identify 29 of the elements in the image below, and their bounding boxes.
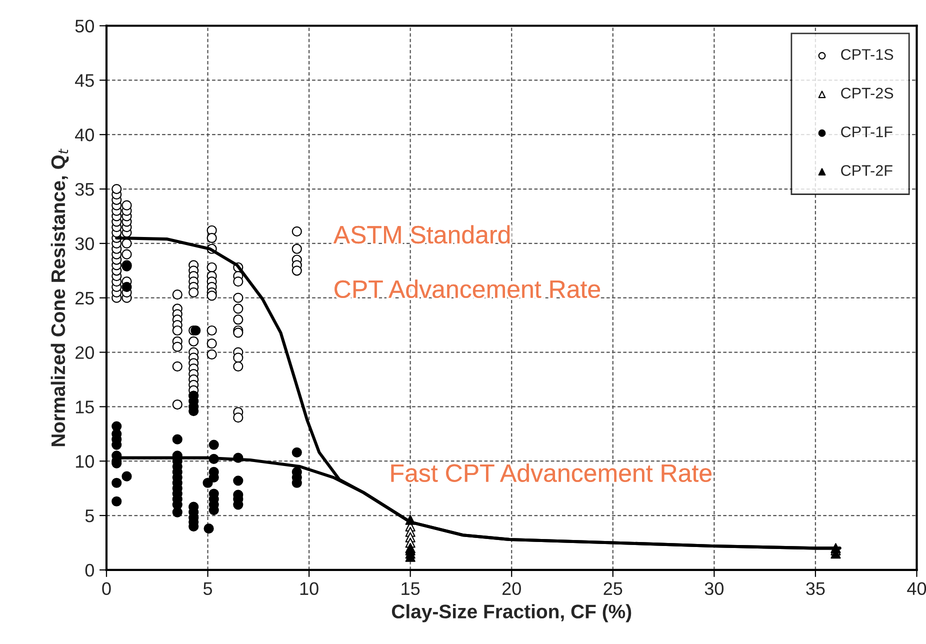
- x-axis-title: Clay-Size Fraction, CF (%): [392, 604, 632, 622]
- x-tick-label: 10: [300, 582, 318, 596]
- x-tick-label: 25: [604, 582, 622, 596]
- y-axis-title: Normalized Cone Resistance, Q$_{t}$: [50, 148, 69, 446]
- legend-label: CPT-1S: [841, 49, 894, 60]
- legend-label: CPT-2S: [841, 88, 894, 99]
- x-tick-label: 20: [502, 582, 521, 596]
- y-tick-label: 45: [75, 74, 94, 87]
- y-tick-label: 5: [85, 510, 94, 522]
- y-tick-label: 40: [75, 128, 94, 142]
- legend-label: CPT-1F: [841, 126, 892, 138]
- y-tick-label: 20: [76, 346, 94, 359]
- y-tick-label: 25: [76, 292, 94, 305]
- x-tick-label: 15: [402, 582, 420, 596]
- y-tick-label: 30: [75, 237, 94, 250]
- y-tick-label: 0: [85, 564, 94, 577]
- x-tick-label: 30: [704, 582, 724, 596]
- annotation: CPT Advancement Rate: [334, 280, 600, 298]
- legend-label: CPT-2F: [841, 165, 892, 176]
- annotation: Fast CPT Advancement Rate: [391, 464, 712, 482]
- x-tick-label: 40: [907, 582, 926, 596]
- y-tick-label: 50: [75, 20, 94, 32]
- x-tick-label: 35: [806, 582, 825, 596]
- x-tick-label: 5: [203, 582, 212, 596]
- x-tick-label: 0: [102, 582, 111, 596]
- annotation: ASTM Standard: [333, 225, 510, 244]
- y-tick-label: 15: [76, 400, 94, 414]
- y-tick-label: 35: [75, 182, 94, 196]
- y-tick-label: 10: [76, 455, 94, 468]
